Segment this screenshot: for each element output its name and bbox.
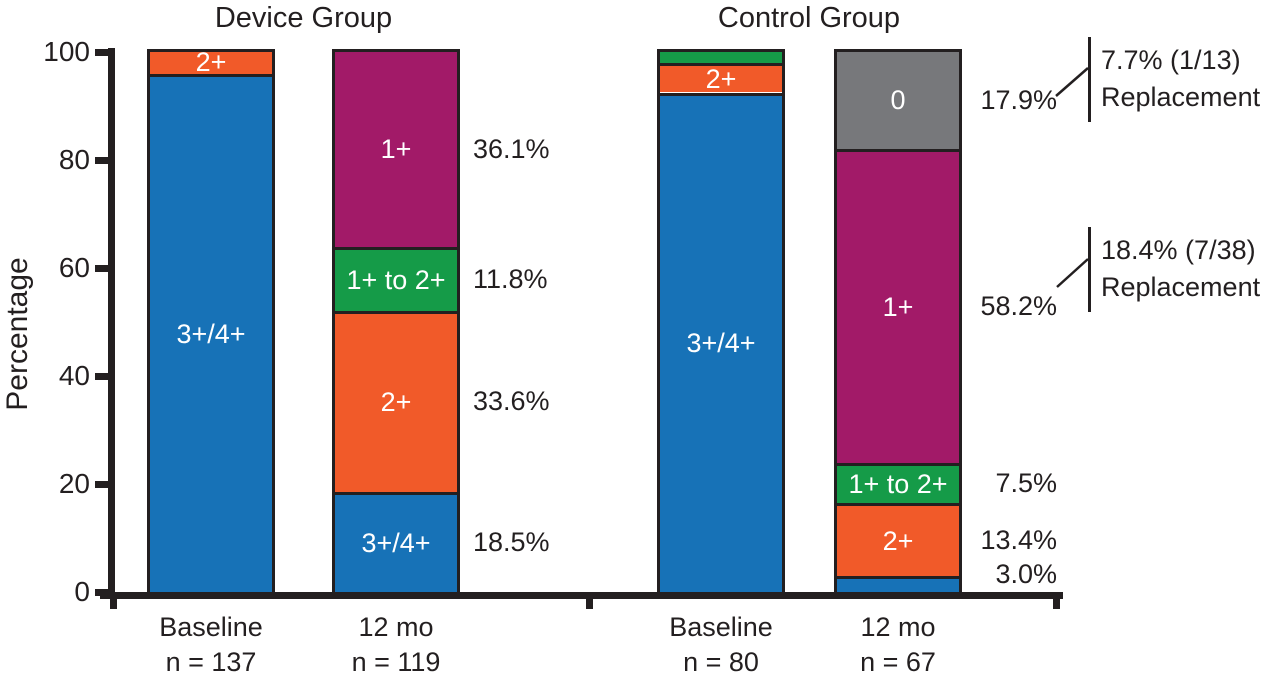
bar-segment: 2+ [335,310,457,493]
segment-percent-label: 3.0% [995,559,1057,589]
bar-segment [660,52,782,63]
bar-segment-label: 3+/4+ [686,328,756,359]
y-tick-label: 100 [43,36,90,67]
bar-n-label: n = 119 [351,647,441,677]
stacked-bar: 3+/4+ 2+ 1+ to 2+ 1+ [332,49,460,595]
bar-segment: 3+/4+ [335,492,457,592]
bar-segment: 1+ [837,148,959,463]
segment-percent-label: 33.6% [473,386,550,417]
bar-segment-label: 0 [890,84,906,115]
bar-segment-label: 1+ to 2+ [346,264,446,295]
replacement-annotation-bottom-line1: 18.4% (7/38) [1101,235,1256,265]
x-axis-tick-right [1053,592,1060,609]
bar-segment: 3+/4+ [150,73,272,592]
stacked-bar: 2+ 1+ to 2+ 1+ 0 [834,49,962,595]
replacement-bracket-top [1088,37,1091,122]
x-axis-line [100,592,1063,599]
replacement-annotation-top-line1: 7.7% (1/13) [1101,45,1241,75]
bar-segment-label: 2+ [195,47,227,78]
bar-x-label: Baseline [669,612,773,642]
y-tick-label: 0 [74,576,90,607]
y-tick-mark [95,588,111,596]
bar-segment-label: 2+ [882,525,914,556]
bar-x-label: 12 mo [860,612,936,642]
group-title-control: Control Group [717,2,901,34]
bar-segment-label: 3+/4+ [176,318,246,349]
bar-x-label: 12 mo [358,612,434,642]
segment-percent-label: 58.2% [980,290,1057,321]
bar-segment: 0 [837,52,959,149]
bar-segment: 3+/4+ [660,92,782,592]
x-axis-tick-left [110,592,117,609]
bar-segment-label: 1+ to 2+ [848,469,948,500]
bar-segment-label: 2+ [380,387,412,418]
y-tick-label: 60 [58,252,90,283]
bar-segment: 1+ to 2+ [837,462,959,504]
bar-n-label: n = 137 [165,647,257,677]
segment-percent-label: 18.5% [473,527,550,558]
y-tick-mark [95,372,111,380]
stacked-bar: 3+/4+ 2+ [657,49,785,595]
bar-segment [837,575,959,592]
segment-percent-label: 13.4% [980,524,1057,555]
bar-segment: 2+ [837,503,959,576]
replacement-bracket-bottom [1088,227,1091,312]
x-axis-tick-divider [586,592,593,609]
segment-percent-label: 11.8% [473,263,548,294]
bar-n-label: n = 80 [683,647,759,677]
bar-segment-label: 3+/4+ [361,528,431,559]
bar-segment: 1+ [335,52,457,247]
y-tick-mark [95,48,111,56]
bar-segment: 2+ [660,62,782,94]
replacement-annotation-top-line2: Replacement [1101,82,1261,112]
y-tick-mark [95,480,111,488]
bar-segment-label: 2+ [705,63,737,94]
stacked-bar: 3+/4+ 2+ [147,49,275,595]
bar-segment: 2+ [150,47,272,78]
y-tick-mark [95,264,111,272]
y-tick-label: 40 [58,360,90,391]
y-tick-mark [95,156,111,164]
bar-segment-label: 1+ [380,133,412,164]
y-tick-label: 20 [58,468,90,499]
segment-percent-label: 36.1% [473,134,550,165]
y-tick-label: 80 [58,144,90,175]
segment-percent-label: 7.5% [995,468,1057,499]
bar-segment-label: 1+ [882,291,914,322]
y-axis-line [108,48,115,598]
bar-x-label: Baseline [159,612,263,642]
group-title-device: Device Group [214,2,393,34]
segment-percent-label: 17.9% [980,85,1057,116]
bar-segment: 1+ to 2+ [335,246,457,311]
replacement-annotation-bottom-line2: Replacement [1101,272,1261,302]
bar-n-label: n = 67 [860,647,936,677]
